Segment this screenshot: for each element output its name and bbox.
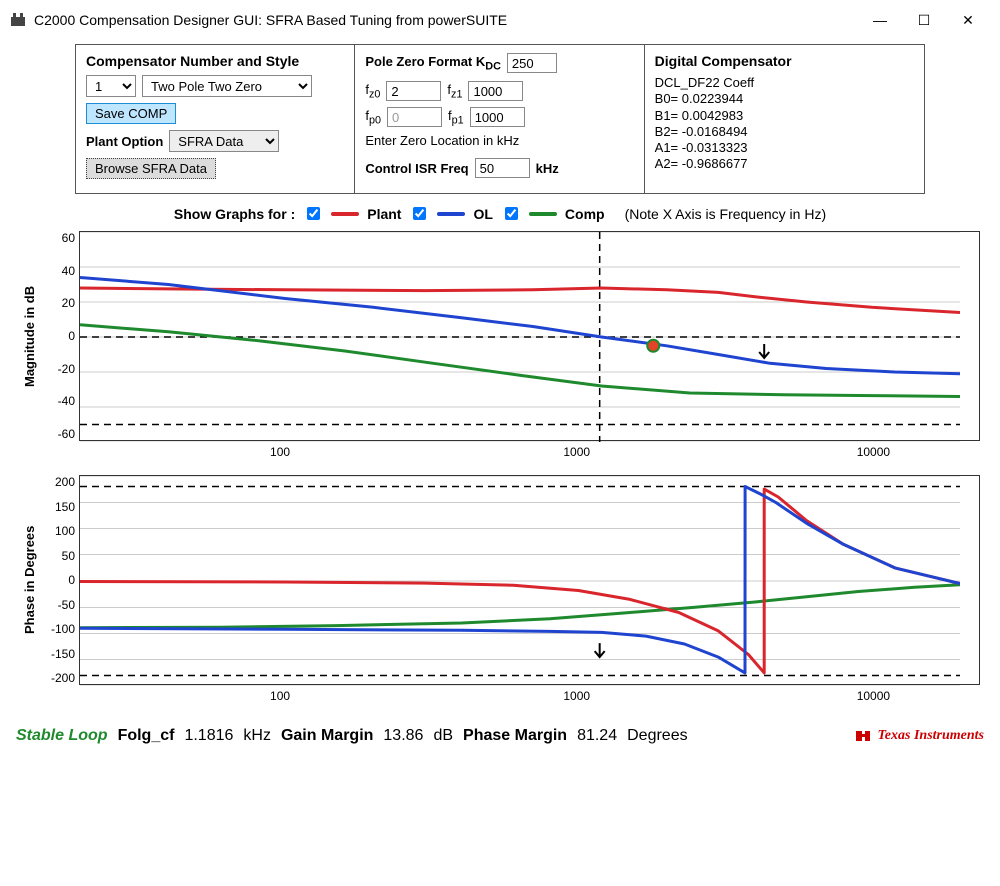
titlebar: C2000 Compensation Designer GUI: SFRA Ba… [0, 0, 1000, 40]
gm-label: Gain Margin [281, 727, 373, 745]
zero-location-note: Enter Zero Location in kHz [365, 133, 633, 148]
dc-b2: B2= -0.0168494 [655, 124, 914, 140]
folg-value: 1.1816 [184, 727, 233, 745]
mag-yticks: 6040200-20-40-60 [39, 231, 79, 441]
plant-checkbox[interactable] [307, 207, 320, 220]
fz0-input[interactable] [386, 81, 441, 101]
ti-icon [854, 727, 872, 745]
save-comp-button[interactable]: Save COMP [86, 103, 176, 124]
stable-label: Stable Loop [16, 727, 108, 745]
window-title: C2000 Compensation Designer GUI: SFRA Ba… [34, 12, 507, 28]
ol-swatch [437, 212, 465, 216]
digital-compensator-panel: Digital Compensator DCL_DF22 Coeff B0= 0… [645, 45, 924, 193]
mag-ylabel: Magnitude in dB [20, 231, 39, 441]
ti-logo: Texas Instruments [854, 727, 984, 745]
control-panels: Compensator Number and Style 1 Two Pole … [75, 44, 925, 194]
phase-plot[interactable] [79, 475, 980, 685]
comp-checkbox[interactable] [505, 207, 518, 220]
legend-note: (Note X Axis is Frequency in Hz) [625, 206, 827, 222]
folg-label: Folg_cf [118, 727, 175, 745]
plant-option-label: Plant Option [86, 134, 163, 149]
legend-row: Show Graphs for : Plant OL Comp (Note X … [0, 204, 1000, 223]
fz0-label: fz0 [365, 82, 380, 101]
dc-b0: B0= 0.0223944 [655, 91, 914, 107]
fp1-label: fp1 [448, 108, 464, 127]
fp0-label: fp0 [365, 108, 381, 127]
isr-label: Control ISR Freq [365, 161, 468, 176]
compensator-style-select[interactable]: Two Pole Two Zero [142, 75, 312, 97]
ol-label: OL [473, 206, 492, 222]
plant-swatch [331, 212, 359, 216]
isr-input[interactable] [475, 158, 530, 178]
app-icon [10, 12, 26, 28]
browse-sfra-button[interactable]: Browse SFRA Data [86, 158, 216, 179]
phase-yticks: 200150100500-50-100-150-200 [39, 475, 79, 685]
gm-unit: dB [433, 727, 453, 745]
fz1-input[interactable] [468, 81, 523, 101]
folg-unit: kHz [243, 727, 271, 745]
phase-chart: Phase in Degrees 200150100500-50-100-150… [20, 475, 980, 705]
compensator-panel-title: Compensator Number and Style [86, 53, 344, 69]
maximize-button[interactable]: ☐ [902, 6, 946, 34]
comp-label: Comp [565, 206, 605, 222]
phase-ylabel: Phase in Degrees [20, 475, 39, 685]
dc-a1: A1= -0.0313323 [655, 140, 914, 156]
kdc-input[interactable] [507, 53, 557, 73]
pm-unit: Degrees [627, 727, 687, 745]
dc-a2: A2= -0.9686677 [655, 156, 914, 172]
fz1-label: fz1 [447, 82, 462, 101]
compensator-panel: Compensator Number and Style 1 Two Pole … [76, 45, 355, 193]
dc-title: Digital Compensator [655, 53, 914, 69]
comp-swatch [529, 212, 557, 216]
pole-zero-panel: Pole Zero Format KDC fz0 fz1 fp0 fp1 Ent… [355, 45, 644, 193]
compensator-number-select[interactable]: 1 [86, 75, 136, 97]
close-button[interactable]: ✕ [946, 6, 990, 34]
fp1-input[interactable] [470, 107, 525, 127]
isr-unit: kHz [536, 161, 559, 176]
gm-value: 13.86 [383, 727, 423, 745]
phase-xticks: 100100010000 [80, 689, 980, 705]
pm-value: 81.24 [577, 727, 617, 745]
legend-label: Show Graphs for : [174, 206, 295, 222]
fp0-input[interactable] [387, 107, 442, 127]
ol-checkbox[interactable] [413, 207, 426, 220]
mag-plot[interactable] [79, 231, 980, 441]
plant-option-select[interactable]: SFRA Data [169, 130, 279, 152]
dc-name: DCL_DF22 Coeff [655, 75, 914, 91]
minimize-button[interactable]: — [858, 6, 902, 34]
status-bar: Stable Loop Folg_cf 1.1816 kHz Gain Marg… [0, 719, 1000, 753]
pz-title: Pole Zero Format KDC [365, 54, 501, 73]
magnitude-chart: Magnitude in dB 6040200-20-40-60 1001000… [20, 231, 980, 461]
dc-b1: B1= 0.0042983 [655, 108, 914, 124]
plant-label: Plant [367, 206, 401, 222]
mag-xticks: 100100010000 [80, 445, 980, 461]
pm-label: Phase Margin [463, 727, 567, 745]
